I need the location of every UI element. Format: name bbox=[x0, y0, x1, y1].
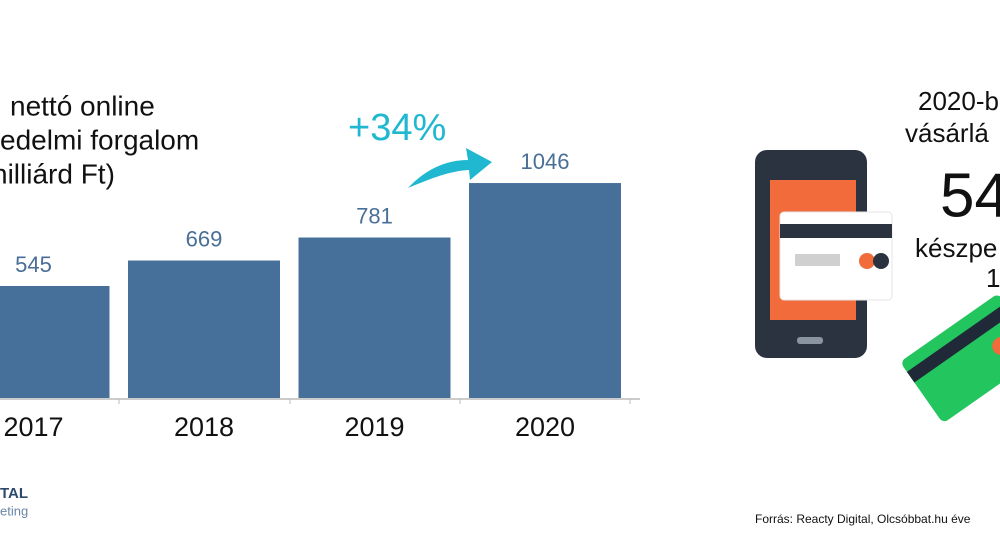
logo-text: eting bbox=[0, 503, 28, 518]
bar bbox=[0, 286, 110, 398]
green-card-stripe bbox=[906, 303, 1000, 383]
big-number: 54 bbox=[940, 161, 1000, 230]
bar bbox=[469, 183, 621, 398]
ticks bbox=[118, 399, 631, 404]
side-line: készpe bbox=[915, 233, 997, 263]
side-line: vásárlá bbox=[905, 118, 989, 148]
bar bbox=[128, 260, 280, 398]
phone-button bbox=[797, 337, 823, 344]
side-line: 2020-b bbox=[918, 86, 999, 116]
value-label: 1046 bbox=[521, 149, 570, 174]
title-line: nettó online bbox=[10, 90, 155, 121]
card-logo bbox=[859, 253, 875, 269]
value-label: 669 bbox=[186, 226, 223, 251]
title-line: nilliárd Ft) bbox=[0, 158, 115, 189]
side-line: 1 bbox=[986, 263, 1000, 293]
card-stripe bbox=[780, 224, 892, 238]
x-tick-label: 2019 bbox=[344, 412, 404, 442]
green-card bbox=[902, 295, 1000, 422]
value-label: 781 bbox=[356, 203, 393, 228]
bars: 545 2017 669 2018 781 2019 1046 2020 bbox=[0, 149, 621, 442]
source: Forrás: Reacty Digital, Olcsóbbat.hu éve bbox=[755, 512, 971, 526]
green-card-body bbox=[902, 295, 1000, 422]
logo-text: TAL bbox=[0, 485, 28, 502]
bar bbox=[298, 237, 451, 398]
card-field bbox=[795, 254, 840, 266]
green-card-logo bbox=[992, 337, 1000, 356]
phone-illustration bbox=[755, 150, 1000, 422]
annotation: +34% bbox=[348, 107, 446, 149]
growth-arrow bbox=[408, 148, 492, 188]
x-tick-label: 2017 bbox=[3, 412, 63, 442]
value-label: 545 bbox=[15, 252, 52, 277]
x-tick-label: 2020 bbox=[515, 412, 575, 442]
card-logo bbox=[873, 253, 889, 269]
title-line: edelmi forgalom bbox=[0, 124, 199, 155]
x-tick-label: 2018 bbox=[174, 412, 234, 442]
